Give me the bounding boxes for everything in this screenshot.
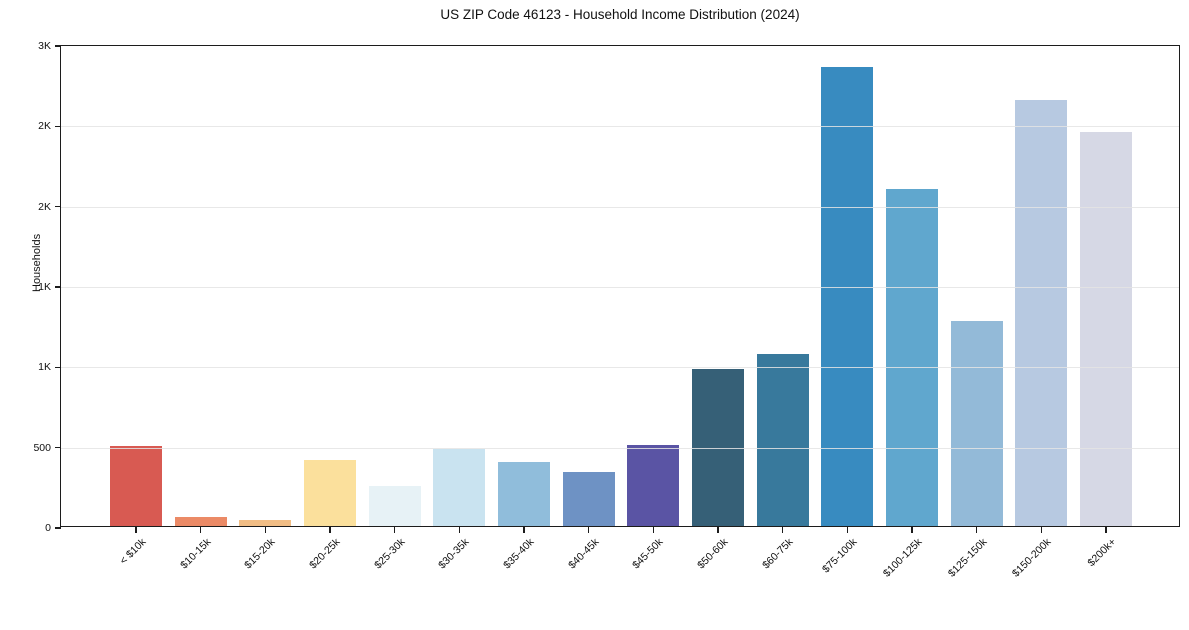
x-tick-mark — [200, 526, 202, 533]
bar — [950, 321, 1003, 526]
bar — [692, 368, 744, 526]
x-tick-mark — [976, 526, 978, 533]
y-tick-mark — [55, 45, 61, 47]
gridline — [61, 287, 1179, 288]
x-tick-mark — [523, 526, 525, 533]
bar — [627, 444, 680, 526]
x-tick-mark — [588, 526, 590, 533]
bar — [174, 517, 227, 526]
bar — [304, 460, 356, 526]
y-tick-label: 0 — [45, 522, 51, 534]
bar — [562, 472, 615, 526]
x-tick-mark — [135, 526, 137, 533]
y-tick-mark — [55, 447, 61, 449]
y-tick-label: 3K — [38, 40, 51, 52]
income-distribution-chart: US ZIP Code 46123 - Household Income Dis… — [31, 7, 1180, 580]
bar — [1080, 132, 1132, 526]
y-tick-label: 2K — [38, 200, 51, 213]
bar — [821, 67, 874, 526]
x-tick-mark — [264, 526, 266, 533]
y-tick-mark — [55, 125, 61, 127]
gridline — [61, 367, 1179, 369]
bar — [110, 445, 162, 526]
x-tick-mark — [911, 526, 913, 533]
y-tick-label: 2K — [38, 120, 51, 133]
y-tick-mark — [55, 527, 61, 529]
y-tick-label: 1K — [38, 361, 51, 374]
x-tick-mark — [458, 526, 460, 533]
bar — [886, 188, 938, 526]
bar — [1015, 100, 1068, 526]
bar — [756, 354, 809, 526]
y-tick-label: 1K — [38, 281, 51, 293]
y-tick-mark — [55, 366, 61, 368]
y-tick-mark — [55, 206, 61, 208]
gridline — [61, 447, 1179, 449]
y-tick-label: 500 — [33, 441, 51, 454]
bar — [433, 448, 486, 526]
gridline — [61, 206, 1179, 208]
x-tick-mark — [652, 526, 654, 533]
x-tick-mark — [1105, 526, 1107, 533]
x-tick-mark — [329, 526, 331, 533]
gridline — [61, 126, 1179, 128]
chart-title: US ZIP Code 46123 - Household Income Dis… — [440, 7, 800, 22]
y-tick-mark — [55, 286, 61, 288]
x-tick-mark — [846, 526, 848, 533]
x-tick-mark — [394, 526, 396, 533]
bar — [239, 520, 292, 526]
x-tick-mark — [717, 526, 719, 533]
bar — [368, 485, 421, 526]
x-tick-mark — [782, 526, 784, 533]
plot-area: 0 500 1K 1K 2K 2K 3K < $10k $10-15k $15-20k $20-25… — [33, 40, 1180, 580]
bar — [498, 461, 550, 526]
x-tick-mark — [1040, 526, 1042, 533]
